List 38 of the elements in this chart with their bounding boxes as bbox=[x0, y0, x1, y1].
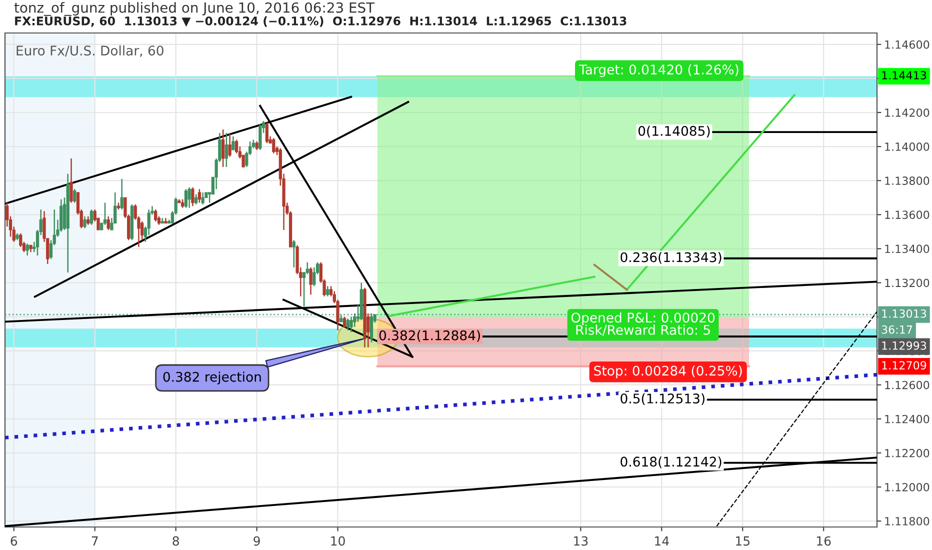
y-tick-label: 1.14000 bbox=[885, 142, 930, 151]
x-tick-label: 15 bbox=[736, 536, 750, 546]
chart-title: tonz_of_gunz published on June 10, 2016 06:23 EST bbox=[14, 2, 375, 16]
annotation: Stop: 0.00284 (0.25%) bbox=[594, 365, 742, 378]
y-tick-label: 1.12400 bbox=[885, 414, 930, 424]
x-tick-label: 14 bbox=[655, 536, 669, 546]
y-tick-label: 1.12600 bbox=[885, 380, 930, 390]
x-tick-label: 10 bbox=[331, 536, 345, 546]
y-tick-label: 1.13800 bbox=[885, 176, 930, 185]
annotation: 0(1.14085) bbox=[638, 126, 710, 138]
y-tick-label: 1.11800 bbox=[885, 517, 930, 526]
x-tick-label: 7 bbox=[92, 536, 98, 546]
y-tick-label: 1.12200 bbox=[885, 448, 930, 458]
x-tick-label: 9 bbox=[254, 536, 260, 546]
text: 1.12709 bbox=[882, 361, 926, 370]
annotation: 0.382 rejection bbox=[163, 372, 261, 384]
annotation: Opened P&L: 0.00020 Risk/Reward Ratio: 5 bbox=[571, 312, 715, 336]
x-tick-label: 16 bbox=[817, 536, 831, 546]
annotation: Target: 0.01420 (1.26%) bbox=[578, 64, 738, 78]
text: 1.14413 bbox=[882, 71, 926, 80]
annotation: 0.618(1.12142) bbox=[620, 456, 722, 468]
y-tick-label: 1.13200 bbox=[885, 278, 930, 288]
text: 36:17 bbox=[882, 325, 912, 334]
annotation: 0.5(1.12513) bbox=[620, 393, 704, 406]
y-tick-label: 1.12000 bbox=[885, 482, 930, 492]
x-tick-label: 13 bbox=[574, 536, 588, 546]
x-tick-label: 8 bbox=[172, 536, 179, 546]
annotation: 0.236(1.13343) bbox=[620, 252, 722, 264]
y-tick-label: 1.14200 bbox=[885, 108, 930, 117]
y-tick-label: 1.13600 bbox=[885, 210, 930, 220]
text: 1.12993 bbox=[882, 341, 926, 350]
x-tick-label: 6 bbox=[10, 536, 18, 546]
y-tick-label: 1.14600 bbox=[885, 40, 930, 49]
annotation: Euro Fx/U.S. Dollar, 60 bbox=[16, 45, 164, 57]
annotation: 0.382(1.12884) bbox=[379, 330, 480, 342]
chart-subtitle: FX:EURUSD, 60 1.13013 ▼ −0.00124 (−0.11%) O:1.12976 H:1.13014 L:1.12965 C:1.13013 bbox=[15, 16, 626, 27]
text: 1.13013 bbox=[882, 309, 926, 318]
y-tick-label: 1.13400 bbox=[885, 244, 930, 254]
